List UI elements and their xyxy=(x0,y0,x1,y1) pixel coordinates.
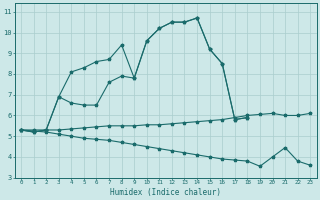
X-axis label: Humidex (Indice chaleur): Humidex (Indice chaleur) xyxy=(110,188,221,197)
